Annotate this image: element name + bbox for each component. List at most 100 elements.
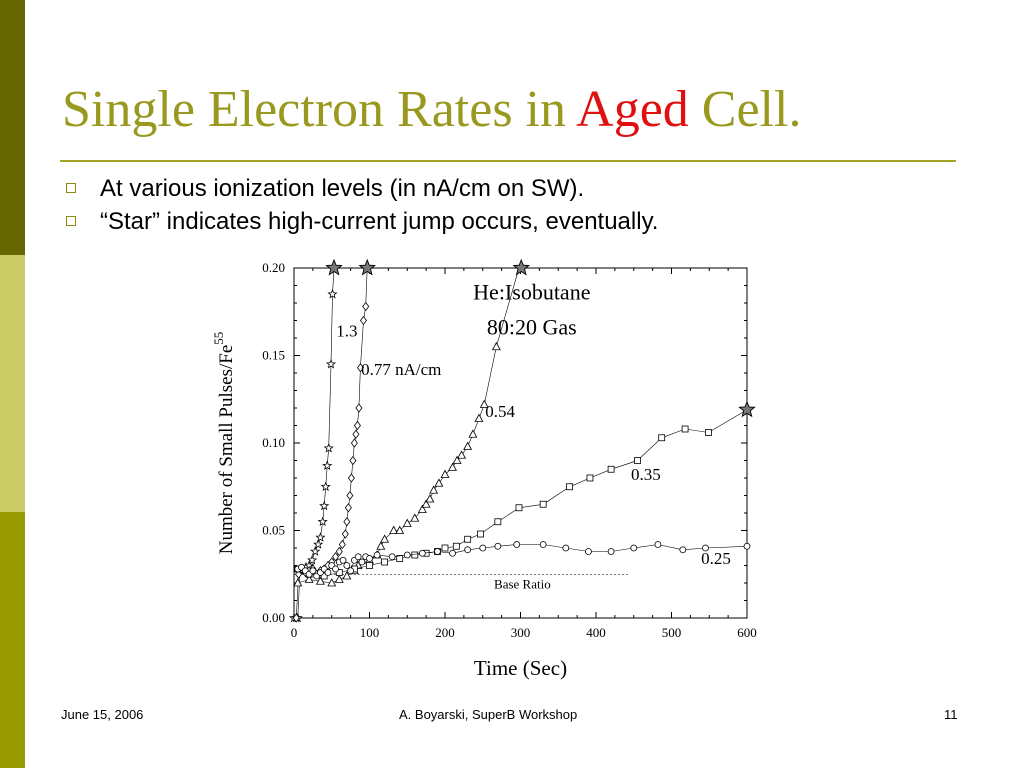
data-point-triangle — [457, 450, 467, 459]
series-label: 0.35 — [631, 465, 661, 484]
data-point-circle — [347, 567, 355, 575]
data-point-diamond — [346, 490, 354, 501]
data-point-circle — [418, 549, 426, 557]
footer-date: June 15, 2006 — [61, 707, 144, 722]
data-point-circle — [403, 551, 411, 559]
data-point-diamond — [350, 438, 358, 448]
data-point-square — [658, 434, 666, 442]
data-point-diamond — [338, 539, 346, 550]
jump-star-marker — [325, 258, 343, 276]
data-point-diamond — [332, 552, 340, 562]
data-point-square — [452, 542, 460, 550]
data-point-triangle — [463, 441, 473, 450]
data-point-triangle — [327, 578, 337, 587]
series-line — [297, 409, 748, 577]
data-point-circle — [332, 565, 339, 573]
data-point-triangle — [434, 478, 444, 487]
data-point-diamond — [344, 503, 352, 513]
data-point-triangle — [468, 429, 478, 438]
x-tick-label: 0 — [291, 625, 298, 640]
data-point-triangle — [440, 469, 450, 478]
data-point-circle — [513, 541, 521, 548]
data-point-star — [327, 288, 338, 299]
data-point-square — [607, 465, 615, 473]
data-point-diamond — [349, 455, 357, 466]
data-point-square — [366, 562, 373, 569]
data-point-circle — [388, 553, 396, 561]
data-point-triangle — [376, 541, 386, 550]
data-point-triangle — [491, 341, 501, 351]
data-point-circle — [654, 541, 662, 548]
data-point-square — [320, 572, 328, 580]
data-point-circle — [679, 546, 687, 554]
title-rule — [60, 160, 956, 162]
data-point-circle — [702, 544, 709, 552]
single-electron-rate-chart: 0 100 200 300 400 500 600 0.00 0.05 0.10 0.15 0.20 T… — [211, 258, 757, 680]
data-point-triangle — [479, 399, 489, 408]
x-tick-label: 300 — [511, 625, 531, 640]
gas-annotation-line1: He:Isobutane — [473, 279, 590, 304]
side-band-bottom — [0, 512, 25, 768]
data-point-star — [325, 358, 337, 369]
series-label: 1.3 — [336, 321, 357, 340]
data-point-square — [381, 558, 389, 566]
data-point-circle — [585, 548, 592, 555]
x-tick-label: 400 — [586, 625, 606, 640]
data-point-circle — [373, 551, 381, 559]
data-point-diamond — [341, 529, 349, 539]
bullet-text: “Star” indicates high-current jump occur… — [100, 208, 659, 235]
data-point-circle — [494, 542, 502, 550]
data-point-triangle — [421, 499, 431, 508]
data-point-diamond — [353, 420, 361, 431]
data-point-triangle — [293, 578, 303, 587]
data-point-diamond — [352, 429, 360, 439]
footer-center: A. Boyarski, SuperB Workshop — [399, 707, 578, 722]
data-point-square — [441, 544, 449, 552]
data-point-star — [307, 554, 318, 565]
data-point-circle — [366, 555, 373, 562]
data-point-diamond — [343, 517, 351, 527]
data-point-triangle — [389, 525, 399, 534]
series-line — [297, 267, 520, 584]
data-point-star — [323, 442, 334, 453]
data-point-diamond — [335, 546, 343, 557]
data-point-square — [586, 474, 594, 482]
data-point-triangle — [474, 413, 484, 422]
series-label: 0.25 — [701, 549, 731, 568]
data-point-circle — [434, 548, 441, 555]
y-tick-label: 0.10 — [262, 435, 285, 450]
data-point-circle — [464, 546, 472, 554]
data-point-triangle — [448, 462, 458, 471]
data-point-square — [539, 500, 547, 508]
data-point-triangle — [402, 518, 412, 527]
slide-title-part2: Cell. — [688, 81, 802, 138]
data-point-circle — [562, 544, 570, 552]
data-point-square — [464, 535, 472, 543]
data-point-triangle — [417, 504, 427, 513]
data-point-triangle — [410, 513, 420, 522]
data-point-square — [396, 555, 404, 562]
data-point-star — [317, 516, 328, 527]
y-tick-label: 0.20 — [262, 260, 285, 275]
data-point-square — [411, 551, 419, 559]
data-point-triangle — [380, 534, 390, 543]
gas-annotation-line2: 80:20 Gas — [487, 314, 577, 339]
data-point-star — [310, 546, 321, 556]
y-tick-label: 0.05 — [262, 523, 285, 538]
data-point-square — [494, 518, 502, 526]
data-point-circle — [354, 553, 362, 561]
x-axis-title: Time (Sec) — [474, 656, 567, 680]
slide-title: Single Electron Rates in Aged Cell. — [62, 80, 801, 139]
data-point-star — [319, 500, 330, 511]
series-label: 0.77 nA/cm — [361, 360, 441, 379]
data-point-triangle — [304, 574, 314, 583]
data-point-square — [477, 530, 484, 538]
x-tick-label: 200 — [435, 625, 455, 640]
side-band-middle — [0, 255, 25, 512]
x-tick-label: 100 — [360, 625, 380, 640]
data-point-square — [634, 457, 641, 464]
x-tick-label: 500 — [662, 625, 682, 640]
series-label: 0.54 — [485, 402, 515, 421]
data-point-circle — [479, 544, 487, 552]
y-axis-title-superscript: 55 — [211, 332, 226, 345]
